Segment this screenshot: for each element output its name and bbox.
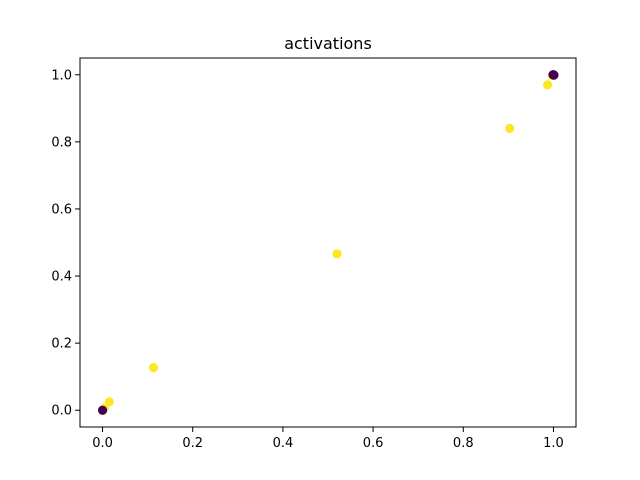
scatter-point <box>148 363 159 373</box>
x-tick-label: 1.0 <box>543 436 564 451</box>
chart-title: activations <box>284 34 372 53</box>
y-tick-label: 0.2 <box>51 337 72 352</box>
scatter-point <box>542 80 553 90</box>
scatter-point <box>104 397 114 407</box>
y-tick-label: 0.6 <box>51 202 72 217</box>
scatter-point <box>97 405 108 415</box>
axes-frame <box>79 57 577 428</box>
x-tick-label: 0.2 <box>182 436 203 451</box>
x-axis: 0.0 0.2 0.4 0.6 0.8 1.0 <box>92 427 564 451</box>
scatter-point <box>332 249 342 259</box>
points-layer <box>97 70 559 415</box>
x-tick-label: 0.4 <box>273 436 294 451</box>
x-tick-label: 0.8 <box>453 436 474 451</box>
y-axis: 0.0 0.2 0.4 0.6 0.8 1.0 <box>51 68 80 419</box>
scatter-point <box>505 123 515 134</box>
x-tick-label: 0.0 <box>92 436 113 451</box>
x-tick-label: 0.6 <box>363 436 384 451</box>
y-tick-label: 1.0 <box>51 68 72 83</box>
scatter-point <box>549 70 559 80</box>
y-tick-label: 0.4 <box>51 270 72 285</box>
y-tick-label: 0.0 <box>51 404 72 419</box>
y-tick-label: 0.8 <box>51 135 72 150</box>
